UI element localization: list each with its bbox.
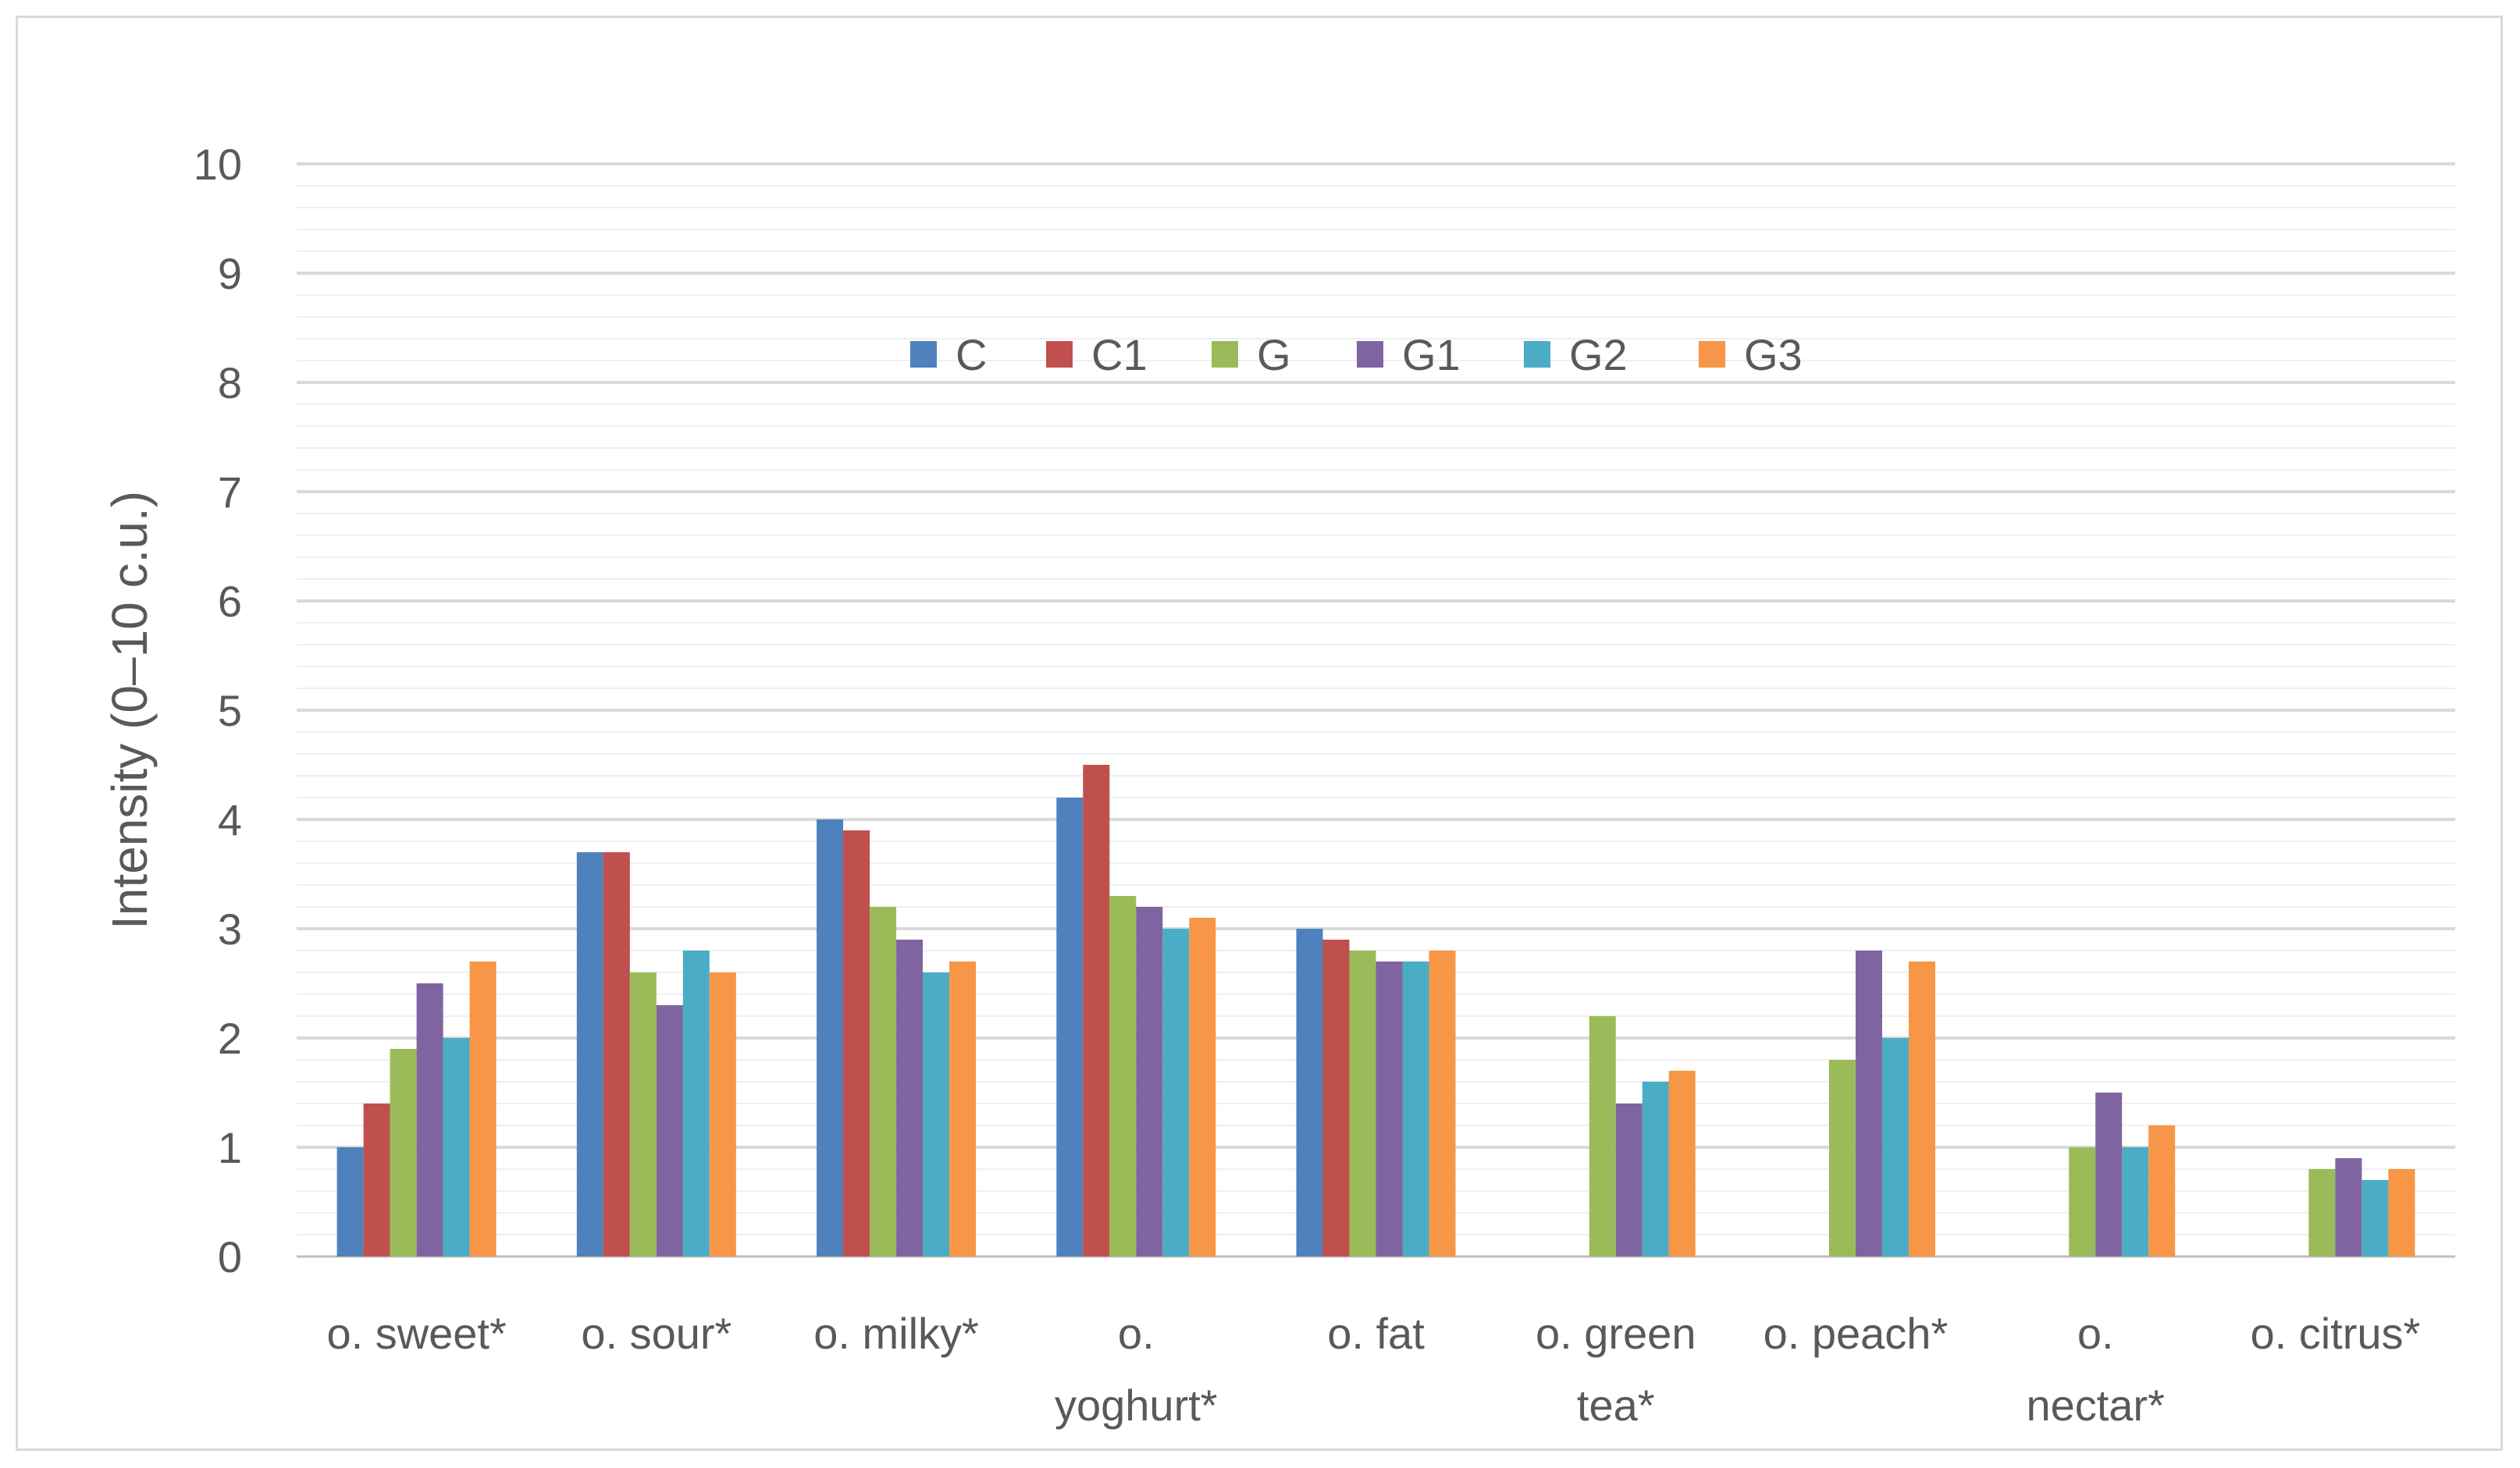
bar-c-1: [576, 852, 603, 1257]
bar-g3-0: [469, 961, 497, 1257]
legend-label-g1: G1: [1402, 330, 1461, 379]
bar-c1-4: [1322, 940, 1350, 1257]
bar-g3-6: [1908, 961, 1935, 1257]
bar-g2-3: [1162, 929, 1190, 1257]
bar-g1-3: [1136, 907, 1163, 1257]
bar-g1-2: [896, 940, 924, 1257]
bar-g-5: [1589, 1016, 1616, 1257]
category-label: o. sweet*: [326, 1309, 506, 1358]
category-label: o. fat: [1327, 1309, 1425, 1358]
y-tick-label: 5: [218, 686, 242, 735]
y-tick-label: 4: [218, 795, 242, 844]
bar-g2-5: [1642, 1082, 1669, 1257]
legend-swatch-g2: [1524, 341, 1550, 368]
legend-swatch-c: [910, 341, 937, 368]
category-label: yoghurt*: [1055, 1381, 1218, 1430]
bar-g-6: [1828, 1060, 1856, 1257]
bar-g1-1: [656, 1005, 683, 1257]
y-axis-label: Intensity (0–10 c.u.): [101, 491, 158, 929]
bar-c-2: [817, 819, 844, 1257]
bar-g3-5: [1668, 1071, 1696, 1257]
category-label: o. milky*: [813, 1309, 979, 1358]
category-label: o. green: [1536, 1309, 1696, 1358]
bar-g-7: [2069, 1147, 2096, 1257]
category-label: nectar*: [2026, 1381, 2164, 1430]
bar-g1-7: [2095, 1093, 2123, 1257]
bar-c-4: [1296, 929, 1323, 1257]
category-label: tea*: [1577, 1381, 1655, 1430]
y-tick-label: 2: [218, 1014, 242, 1063]
bar-g3-3: [1189, 918, 1216, 1257]
category-label: o.: [1118, 1309, 1155, 1358]
bar-g2-4: [1402, 961, 1429, 1257]
y-tick-label: 7: [218, 467, 242, 517]
category-label: o.: [2077, 1309, 2114, 1358]
bar-g-2: [870, 907, 897, 1257]
legend-label-g: G: [1257, 330, 1291, 379]
legend-label-g3: G3: [1744, 330, 1803, 379]
category-label: o. peach*: [1764, 1309, 1949, 1358]
bar-g1-4: [1376, 961, 1403, 1257]
bar-g-8: [2308, 1169, 2336, 1257]
y-tick-label: 6: [218, 577, 242, 626]
y-tick-label: 1: [218, 1123, 242, 1172]
bar-g-3: [1109, 896, 1137, 1257]
legend-swatch-g1: [1357, 341, 1383, 368]
bar-g3-1: [709, 972, 736, 1257]
bar-c1-0: [363, 1104, 390, 1257]
bar-g-4: [1349, 951, 1376, 1257]
category-label: o. sour*: [581, 1309, 731, 1358]
legend-swatch-g3: [1699, 341, 1725, 368]
bar-c1-1: [603, 852, 630, 1257]
legend-label-g2: G2: [1569, 330, 1628, 379]
y-tick-label: 10: [194, 140, 242, 189]
legend-swatch-c1: [1046, 341, 1073, 368]
legend-label-c1: C1: [1091, 330, 1148, 379]
y-tick-label: 0: [218, 1232, 242, 1281]
legend-swatch-g: [1212, 341, 1238, 368]
y-tick-label: 9: [218, 249, 242, 298]
bar-g3-4: [1429, 951, 1456, 1257]
category-label: o. citrus*: [2250, 1309, 2420, 1358]
bar-g2-8: [2362, 1180, 2389, 1257]
bar-c-3: [1056, 798, 1084, 1257]
bar-g-0: [390, 1049, 417, 1257]
bar-g-1: [629, 972, 657, 1257]
bar-c-0: [336, 1147, 364, 1257]
y-tick-label: 3: [218, 905, 242, 954]
bar-g1-5: [1615, 1104, 1643, 1257]
bar-g1-6: [1855, 951, 1882, 1257]
y-tick-label: 8: [218, 358, 242, 407]
bar-c1-3: [1083, 765, 1110, 1257]
bar-g3-7: [2148, 1125, 2176, 1257]
bar-g1-0: [416, 983, 443, 1257]
bar-g2-1: [682, 951, 710, 1257]
bar-g3-8: [2388, 1169, 2415, 1257]
bar-g2-7: [2122, 1147, 2149, 1257]
bar-g2-6: [1881, 1038, 1909, 1257]
bar-g1-8: [2335, 1158, 2362, 1257]
bar-c1-2: [843, 830, 870, 1257]
bar-g2-2: [923, 972, 950, 1257]
bar-g2-0: [443, 1038, 470, 1257]
bar-g3-2: [949, 961, 977, 1257]
legend-label-c: C: [956, 330, 987, 379]
